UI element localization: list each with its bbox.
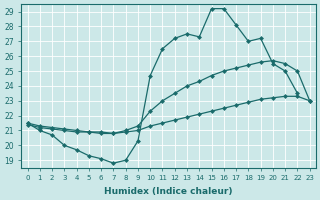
X-axis label: Humidex (Indice chaleur): Humidex (Indice chaleur) (104, 187, 233, 196)
